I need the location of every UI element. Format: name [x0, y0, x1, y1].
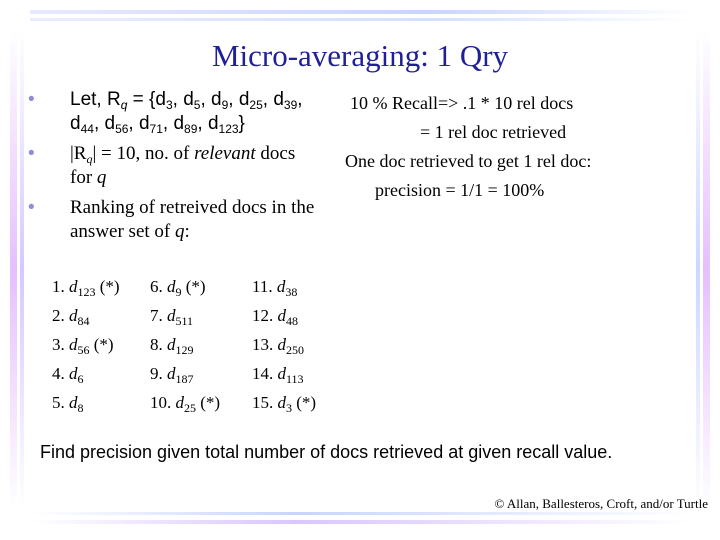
ranking-item: 4. d6: [52, 364, 84, 386]
slide-title: Micro-averaging: 1 Qry: [211, 38, 509, 73]
bullet-ranking: • Ranking of retreived docs in the answe…: [28, 197, 315, 242]
note-line-4: precision = 1/1 = 100%: [375, 180, 545, 200]
precision-note: 10 % Recall=> .1 * 10 rel docs = 1 rel d…: [345, 89, 625, 205]
bullet-list: • Let, Rq = {d3, d5, d9, d25, d39, d44, …: [28, 88, 348, 250]
ranking-item: 11. d38: [252, 277, 298, 299]
ranking-item: 5. d8: [52, 393, 84, 415]
ranking-item: 12. d48: [252, 306, 298, 328]
bullet-relevant-set: • Let, Rq = {d3, d5, d9, d25, d39, d44, …: [28, 89, 303, 136]
frame-bottom-bar: [30, 520, 695, 524]
ranking-item: 2. d84: [52, 306, 90, 328]
frame-bottom-bar-inner: [30, 512, 695, 515]
note-line-2: = 1 rel doc retrieved: [420, 122, 567, 142]
bullet-dot: •: [28, 89, 35, 110]
note-line-1: 10 % Recall=> .1 * 10 rel docs: [350, 93, 574, 113]
frame-left-bar: [10, 30, 17, 510]
frame-right-bar: [703, 30, 710, 510]
frame-right-bar-inner: [696, 30, 700, 510]
bullet-dot: •: [28, 143, 35, 164]
ranking-item: 3. d56 (*): [52, 335, 114, 357]
frame-left-bar-inner: [20, 30, 24, 510]
ranking-item: 8. d129: [150, 335, 194, 357]
ranking-item: 13. d250: [252, 335, 304, 357]
frame-top-bar-inner: [30, 18, 695, 21]
ranking-column-2: 6. d9 (*) 7. d511 8. d129 9. d187 10. d25 (*…: [150, 272, 220, 417]
ranking-item: 9. d187: [150, 364, 194, 386]
ranking-item: 6. d9 (*): [150, 277, 206, 299]
copyright-notice: © Allan, Ballesteros, Croft, and/or Turt…: [494, 496, 708, 511]
note-line-3: One doc retrieved to get 1 rel doc:: [345, 151, 592, 171]
ranking-column-1: 1. d123 (*) 2. d84 3. d56 (*) 4. d6 5. d8: [52, 272, 120, 417]
footer-question: Find precision given total number of doc…: [40, 442, 613, 462]
bullet-dot: •: [28, 197, 35, 218]
ranking-item: 14. d113: [252, 364, 304, 386]
frame-top-bar: [30, 10, 695, 14]
ranking-item: 15. d3 (*): [252, 393, 317, 415]
ranking-item: 1. d123 (*): [52, 277, 120, 299]
ranking-item: 10. d25 (*): [150, 393, 221, 415]
bullet-relevant-count: • |Rq| = 10, no. of relevant docs for q: [28, 143, 296, 188]
ranking-column-3: 11. d38 12. d48 13. d250 14. d113 15. d3 (*): [252, 272, 316, 417]
ranking-item: 7. d511: [150, 306, 194, 328]
